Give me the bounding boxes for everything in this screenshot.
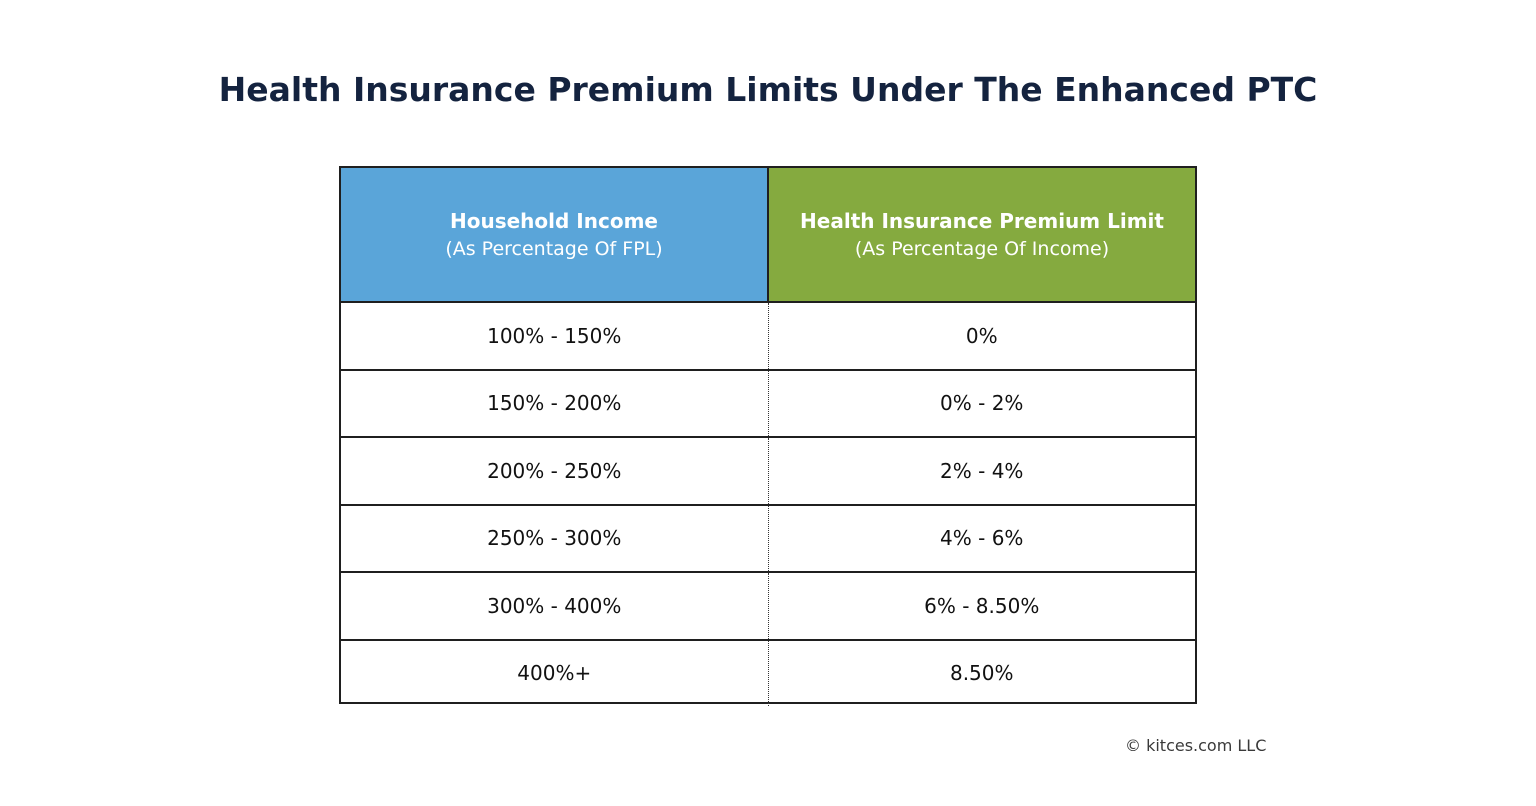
table-row: 150% - 200% 0% - 2% [341,370,1195,438]
table-cell-income: 250% - 300% [341,505,769,571]
column-header-sublabel: (As Percentage Of FPL) [445,237,663,260]
column-header-sublabel: (As Percentage Of Income) [854,237,1110,260]
column-header-label: Health Insurance Premium Limit [800,208,1164,233]
table-cell-premium-limit: 8.50% [949,661,1014,686]
table-cell-income: 300% - 400% [341,573,769,639]
column-header-premium-limit: Health Insurance Premium Limit (As Perce… [769,168,1195,301]
table-cell-income: 200% - 250% [341,438,769,504]
premium-limits-table: Household Income (As Percentage Of FPL) … [339,166,1197,706]
table-row: 400%+ 8.50% [341,640,1195,706]
table-cell-premium-limit: 2% - 4% [940,458,1024,483]
table-cell-premium-limit: 0% - 2% [940,391,1024,416]
table-cell-income: 100% - 150% [341,303,769,369]
column-header-household-income: Household Income (As Percentage Of FPL) [341,168,769,301]
table-header-row: Household Income (As Percentage Of FPL) … [341,168,1195,303]
table-row: 300% - 400% 6% - 8.50% [341,573,1195,641]
table-cell-premium-limit: 0% [965,323,998,348]
table-cell-income: 150% - 200% [341,370,769,436]
table-row: 200% - 250% 2% - 4% [341,438,1195,506]
table-cell-premium-limit: 4% - 6% [940,526,1024,551]
column-header-label: Household Income [450,208,658,233]
table-row: 250% - 300% 4% - 6% [341,505,1195,573]
copyright-notice: © kitces.com LLC [1125,736,1267,755]
table-body: 100% - 150% 0% 150% - 200% 0% - 2% 200% … [341,303,1195,706]
page-title: Health Insurance Premium Limits Under Th… [218,70,1318,109]
table-cell-premium-limit: 6% - 8.50% [924,593,1040,618]
table-row: 100% - 150% 0% [341,303,1195,371]
table-cell-income: 400%+ [341,640,769,706]
